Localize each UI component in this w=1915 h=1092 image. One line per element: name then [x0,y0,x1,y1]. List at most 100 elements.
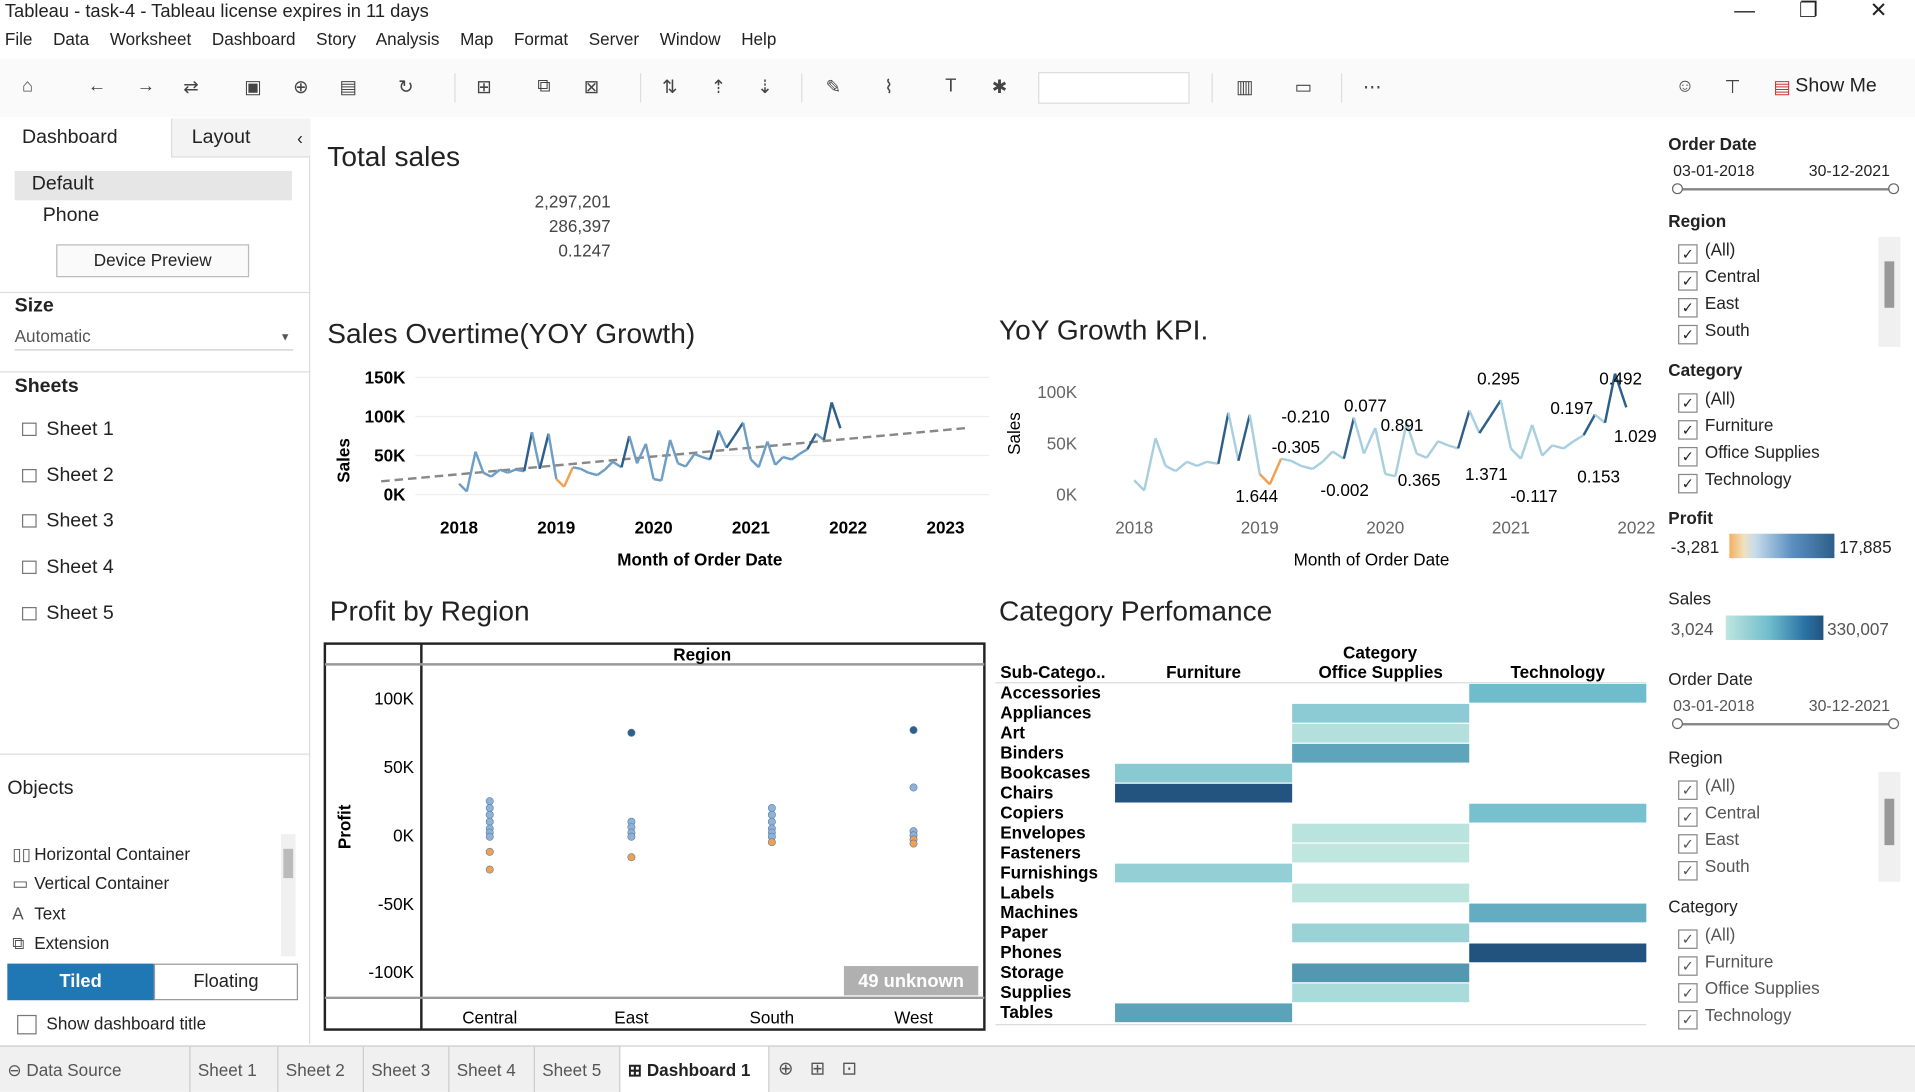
menu-file[interactable]: File [4,29,33,49]
bottom-tab-sheet-1[interactable]: Sheet 1 [191,1046,279,1092]
sales-overtime-chart[interactable]: 0K 50K 100K 150K 2018 2019 2020 2021 2022 2023 Sal… [334,368,990,569]
region-central-checkbox-2[interactable]: ✓ Central [1678,802,1760,827]
sheet-item-2[interactable]: Sheet 2 [21,465,114,487]
bottom-tab-sheet-2[interactable]: Sheet 2 [278,1046,364,1092]
menu-worksheet[interactable]: Worksheet [109,29,192,49]
objects-scrollbar[interactable] [280,834,296,957]
sort-desc-icon[interactable]: ⇣ [757,76,773,98]
swap-icon[interactable]: ⇅ [661,76,678,98]
region-east-checkbox[interactable]: ✓ East [1678,293,1739,318]
new-story-tab-icon[interactable]: ⊡ [841,1058,857,1080]
clear-icon[interactable]: ⊠ [583,76,600,98]
pause-icon[interactable]: ▤ [339,76,357,98]
bottom-tab-sheet-3[interactable]: Sheet 3 [364,1046,450,1092]
ask-data-icon[interactable]: ☺ [1675,75,1695,97]
fit-dropdown[interactable] [1038,72,1190,104]
date-slider-2-end-handle[interactable] [1888,718,1900,730]
sheet-item-4[interactable]: Sheet 4 [21,557,114,579]
menu-map[interactable]: Map [460,29,494,49]
object-extension[interactable]: ⧉ Extension [12,933,109,954]
category-all-checkbox-2[interactable]: ✓ (All) [1678,925,1735,949]
refresh-icon[interactable]: ↻ [398,76,414,98]
sheet-item-5[interactable]: Sheet 5 [21,603,114,625]
labels-icon[interactable]: T [945,75,957,97]
menu-dashboard[interactable]: Dashboard [211,29,296,49]
region-south-checkbox[interactable]: ✓ South [1678,320,1750,345]
region-scrollbar-2[interactable] [1878,771,1901,882]
sheet-item-3[interactable]: Sheet 3 [21,511,114,533]
highlight-icon[interactable]: ✎ [825,76,841,98]
save-icon[interactable]: ▣ [244,76,262,98]
date-slider-end-handle[interactable] [1888,183,1900,195]
region-scrollbar[interactable] [1878,236,1901,347]
menu-analysis[interactable]: Analysis [375,29,440,49]
pin-icon[interactable]: ✱ [991,76,1008,98]
undo-icon[interactable]: ← [87,75,107,97]
category-office-checkbox[interactable]: ✓ Office Supplies [1678,442,1820,467]
region-all-checkbox[interactable]: ✓ (All) [1678,239,1736,264]
category-heatmap[interactable]: Category Sub-Catego.. Furniture Office Supp… [995,643,1647,1026]
replay-icon[interactable]: ⇄ [183,76,199,98]
redo-icon[interactable]: → [136,75,156,97]
new-worksheet-tab-icon[interactable]: ⊕ [777,1058,794,1080]
tab-dashboard[interactable]: Dashboard [0,118,171,158]
date-slider[interactable] [1675,188,1896,191]
object-horizontal-container[interactable]: ▯▯ Horizontal Container [12,844,190,865]
category-technology-checkbox-2[interactable]: ✓ Technology [1678,1005,1791,1030]
y-tick-label: 100K [374,690,414,709]
close-button[interactable]: ✕ [1869,0,1888,22]
date-slider-2-start-handle[interactable] [1671,718,1683,730]
home-icon[interactable]: ⌂ [21,75,34,97]
menu-data[interactable]: Data [53,29,90,49]
category-office-checkbox-2[interactable]: ✓ Office Supplies [1678,978,1820,1003]
device-phone[interactable]: Phone [42,205,100,226]
minimize-button[interactable]: — [1734,0,1756,22]
maximize-button[interactable]: ❐ [1798,0,1818,22]
category-all-checkbox[interactable]: ✓ (All) [1678,388,1735,413]
new-worksheet-icon[interactable]: ⊞ [476,76,492,98]
menu-window[interactable]: Window [659,29,721,49]
menu-help[interactable]: Help [741,29,777,49]
sheet-item-1[interactable]: Sheet 1 [21,419,114,441]
object-text[interactable]: A Text [12,904,65,924]
region-south-checkbox-2[interactable]: ✓ South [1678,856,1750,881]
menu-format[interactable]: Format [513,29,569,49]
object-vertical-container[interactable]: ▭ Vertical Container [12,873,169,894]
show-title-checkbox[interactable] [17,1014,37,1035]
show-cards-icon[interactable]: ▥ [1235,76,1254,98]
date-slider-2[interactable] [1675,723,1896,726]
bottom-tab-sheet-5[interactable]: Sheet 5 [535,1046,621,1092]
group-icon[interactable]: ⌇ [884,76,894,98]
region-all-checkbox-2[interactable]: ✓ (All) [1678,776,1735,800]
date-slider-start-handle[interactable] [1671,183,1683,195]
share-icon[interactable]: ⋯ [1362,76,1382,98]
format-icon[interactable]: ⊤ [1724,76,1741,98]
category-furniture-checkbox-2[interactable]: ✓ Furniture [1678,951,1773,976]
presentation-icon[interactable]: ▭ [1294,76,1312,98]
region-central-checkbox[interactable]: ✓ Central [1678,266,1760,291]
new-datasource-icon[interactable]: ⊕ [293,76,309,98]
tiled-button[interactable]: Tiled [7,963,154,1001]
collapse-icon[interactable]: ‹ [297,128,303,148]
show-me-button[interactable]: Show Me [1795,75,1877,97]
sort-asc-icon[interactable]: ⇡ [710,76,727,98]
profit-region-chart[interactable]: Region Profit 100K 50K 0K -50K -100K Central Eas… [323,642,986,1031]
new-dashboard-tab-icon[interactable]: ⊞ [809,1058,826,1080]
device-default[interactable]: Default [14,170,292,201]
category-furniture-checkbox[interactable]: ✓ Furniture [1678,415,1773,440]
floating-button[interactable]: Floating [153,963,298,1001]
duplicate-icon[interactable]: ⧉ [537,75,551,97]
heatmap-cell [1469,803,1647,823]
menu-story[interactable]: Story [316,29,357,49]
bottom-tab-sheet-4[interactable]: Sheet 4 [449,1046,535,1092]
menu-server[interactable]: Server [588,29,640,49]
yoy-kpi-chart[interactable]: 0K 50K 100K 2018 2019 2020 2021 2022 Sales Month … [1005,370,1657,570]
device-preview-button[interactable]: Device Preview [56,244,250,278]
checkbox-label: (All) [1704,239,1736,259]
tab-data-source[interactable]: ⊖ Data Source [0,1046,191,1092]
region-east-checkbox-2[interactable]: ✓ East [1678,829,1739,854]
size-dropdown[interactable]: Automatic ▼ [14,326,294,351]
bottom-tab-dashboard-1[interactable]: ⊞ Dashboard 1 [620,1046,770,1092]
category-technology-checkbox[interactable]: ✓ Technology [1678,469,1791,494]
tab-layout[interactable]: Layout ‹ [170,118,311,158]
